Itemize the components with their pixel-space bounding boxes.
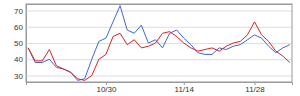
- y-tick: 40: [14, 55, 292, 64]
- x-tick: 10/30: [96, 82, 117, 94]
- y-axis-line: [27, 5, 293, 83]
- x-axis: 10/30 11/14 11/28: [27, 82, 293, 94]
- x-tick-label: 11/28: [245, 85, 265, 94]
- series-line: [28, 22, 290, 81]
- y-grid-line: [26, 11, 292, 12]
- y-tick-label: 30: [14, 72, 23, 81]
- y-tick-label: 60: [14, 23, 23, 32]
- x-tick: 11/28: [245, 82, 265, 94]
- plot: 30 40 50 60 70 10/30 11/14 11/28: [14, 4, 292, 94]
- x-tick: 11/14: [175, 82, 195, 94]
- y-tick-label: 50: [14, 39, 23, 48]
- chart-container: 30 40 50 60 70 10/30 11/14 11/28: [0, 0, 300, 96]
- x-tick-label: 11/14: [175, 85, 195, 94]
- x-tick-label: 10/30: [96, 85, 117, 94]
- y-tick-label: 40: [14, 55, 23, 64]
- series-group: [28, 6, 290, 81]
- y-grid-line: [26, 59, 292, 60]
- y-tick: 30: [14, 72, 292, 81]
- chart-svg: 30 40 50 60 70 10/30 11/14 11/28: [0, 0, 300, 96]
- y-axis: 30 40 50 60 70: [14, 5, 292, 83]
- plot-frame: [26, 4, 292, 82]
- y-tick: 70: [14, 7, 292, 16]
- y-tick-label: 70: [14, 7, 23, 16]
- y-grid-line: [26, 76, 292, 77]
- series-line: [28, 6, 290, 81]
